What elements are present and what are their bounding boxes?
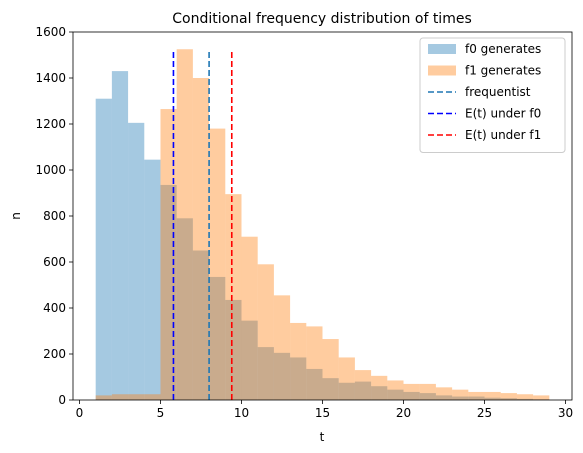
bar-f0-24 — [484, 397, 501, 400]
bar-f1-0 — [95, 395, 112, 400]
x-tick-label-3: 15 — [315, 406, 330, 420]
y-tick-label-3: 600 — [43, 255, 66, 269]
bar-f0-16 — [354, 381, 372, 400]
bar-f1-21 — [435, 387, 453, 400]
y-tick-label-8: 1600 — [35, 25, 66, 39]
bar-f1-20 — [419, 383, 436, 400]
bar-f1-23 — [468, 391, 485, 400]
bar-f0-26 — [516, 398, 534, 400]
y-tick-label-0: 0 — [58, 393, 66, 407]
bar-f1-8 — [225, 194, 242, 400]
bar-f1-22 — [452, 389, 469, 400]
bar-f1-19 — [403, 383, 420, 400]
bar-f0-9 — [241, 320, 258, 400]
bar-f0-25 — [500, 398, 517, 400]
legend-label-1: f1 generates — [465, 64, 541, 78]
bar-f0-22 — [452, 396, 469, 400]
bar-f1-5 — [176, 49, 193, 400]
legend-box — [419, 37, 566, 153]
bar-f0-12 — [290, 357, 307, 400]
bar-f1-24 — [484, 391, 501, 400]
y-tick-label-1: 200 — [43, 347, 66, 361]
bar-f1-10 — [257, 264, 274, 400]
legend-label-4: E(t) under f1 — [465, 128, 541, 142]
y-axis-ticks: 0 200 400 600 800 1000 1200 1400 1600 — [35, 25, 73, 407]
bar-f0-15 — [338, 382, 355, 400]
x-axis-label: t — [320, 430, 325, 444]
bar-f0-21 — [435, 395, 453, 400]
bar-f0-4 — [160, 184, 177, 400]
bar-f1-18 — [387, 380, 404, 400]
y-tick-label-2: 400 — [43, 301, 66, 315]
bar-f0-23 — [468, 396, 485, 400]
bar-f1-2 — [128, 394, 145, 400]
bar-f1-13 — [306, 326, 323, 400]
bar-f1-15 — [338, 357, 355, 400]
f0-bars — [95, 71, 550, 400]
f1-bars — [95, 49, 550, 401]
bar-f0-19 — [403, 391, 420, 400]
bar-f0-18 — [387, 389, 404, 400]
x-tick-label-6: 30 — [558, 406, 573, 420]
x-tick-label-2: 10 — [234, 406, 249, 420]
x-tick-label-1: 5 — [157, 406, 165, 420]
bar-f1-27 — [533, 395, 550, 400]
bar-f1-16 — [354, 370, 372, 400]
bar-f0-14 — [322, 378, 339, 400]
bar-f1-17 — [371, 375, 388, 400]
bar-f1-3 — [144, 394, 161, 400]
bar-f0-13 — [306, 368, 323, 400]
x-tick-label-4: 20 — [396, 406, 411, 420]
bar-f0-11 — [273, 352, 291, 400]
bar-f1-14 — [322, 339, 339, 400]
x-axis-ticks: 0 5 10 15 20 25 30 — [76, 400, 573, 420]
bar-f1-9 — [241, 236, 258, 400]
y-tick-label-5: 1000 — [35, 163, 66, 177]
bar-f1-4 — [160, 109, 177, 401]
bar-f0-3 — [144, 159, 161, 400]
legend: f0 generates f1 generates frequentist E(t) … — [419, 37, 566, 153]
bar-f1-26 — [516, 394, 534, 400]
bar-f0-17 — [371, 386, 388, 400]
chart-title: Conditional frequency distribution of ti… — [172, 11, 472, 27]
bar-f0-10 — [257, 347, 274, 400]
x-tick-label-5: 25 — [477, 406, 492, 420]
bar-f0-6 — [192, 250, 210, 400]
legend-swatch-0 — [428, 44, 456, 54]
legend-label-2: frequentist — [465, 85, 531, 99]
bar-f1-7 — [209, 128, 226, 400]
y-axis-label: n — [9, 212, 23, 220]
bar-f0-8 — [225, 299, 242, 400]
legend-label-3: E(t) under f0 — [465, 107, 541, 121]
y-tick-label-6: 1200 — [35, 117, 66, 131]
bar-f1-6 — [192, 78, 210, 400]
legend-swatch-1 — [428, 65, 456, 76]
bar-f0-0 — [95, 98, 112, 400]
bar-f0-5 — [176, 218, 193, 400]
bar-f0-20 — [419, 393, 436, 400]
bar-f1-11 — [273, 295, 291, 400]
legend-label-0: f0 generates — [465, 42, 541, 56]
bar-f1-1 — [111, 394, 129, 400]
reference-lines — [172, 50, 233, 400]
bar-f0-2 — [128, 122, 145, 400]
bar-f1-12 — [290, 322, 307, 400]
x-tick-label-0: 0 — [76, 406, 84, 420]
bar-f0-7 — [209, 276, 226, 400]
y-tick-label-7: 1400 — [35, 71, 66, 85]
bar-f1-25 — [500, 393, 517, 400]
y-tick-label-4: 800 — [43, 209, 66, 223]
bar-f0-1 — [111, 71, 129, 400]
